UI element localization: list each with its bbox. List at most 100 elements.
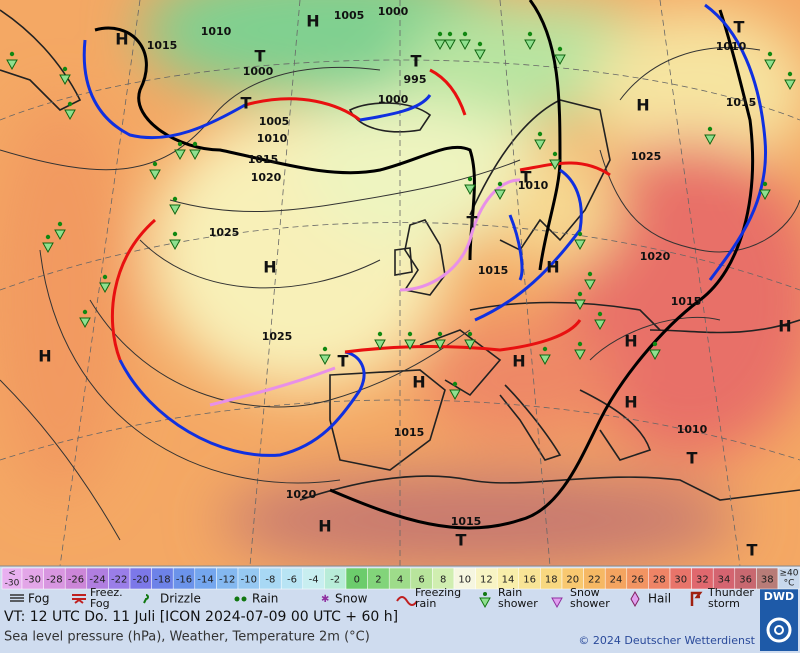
- icon: [479, 597, 491, 609]
- scale-label: -6: [287, 575, 297, 586]
- legend-label: rain: [415, 597, 436, 610]
- legend-label: Freezing: [415, 586, 461, 599]
- scale-label: 32: [696, 575, 709, 586]
- scale-label: 8: [440, 575, 446, 586]
- pressure-label: 1000: [378, 5, 409, 18]
- rain-dot: [587, 271, 593, 277]
- shower-triangle: [459, 39, 471, 51]
- shower-triangle: [464, 184, 476, 196]
- rain-dot: [45, 234, 51, 240]
- rain-dot: [577, 231, 583, 237]
- shower-triangle: [584, 279, 596, 291]
- pressure-label: H: [778, 317, 791, 336]
- pressure-label: 1015: [478, 264, 509, 277]
- rain-dot: [9, 51, 15, 57]
- pressure-label: H: [624, 332, 637, 351]
- shower-triangle: [784, 79, 796, 91]
- logo-text: DWD: [764, 590, 794, 603]
- rain-dot: [552, 151, 558, 157]
- scale-label: -30: [5, 579, 20, 589]
- rain-dot: [172, 231, 178, 237]
- rain-dot: [462, 31, 468, 37]
- rain-dot: [102, 274, 108, 280]
- coastlines: [0, 9, 800, 501]
- rain-dot: [497, 181, 503, 187]
- shower-triangle: [169, 239, 181, 251]
- pressure-label: T: [467, 213, 478, 232]
- pressure-label: 1015: [248, 153, 279, 166]
- pressure-label: T: [521, 168, 532, 187]
- scale-label: 0: [354, 575, 360, 586]
- scale-label: -14: [197, 575, 213, 586]
- scale-label: -12: [219, 575, 235, 586]
- icon: [551, 597, 563, 609]
- shower-triangle: [42, 242, 54, 254]
- rain-dot: [527, 31, 533, 37]
- scale-label: 4: [397, 575, 403, 586]
- scale-label: -20: [133, 575, 149, 586]
- shower-triangle: [64, 109, 76, 121]
- legend-label: Fog: [90, 597, 110, 610]
- pressure-label: 995: [404, 73, 427, 86]
- legend-label: Fog: [28, 592, 49, 606]
- shower-triangle: [149, 169, 161, 181]
- rain-dot: [467, 176, 473, 182]
- pressure-label: 1020: [286, 488, 317, 501]
- scale-label: 34: [718, 575, 731, 586]
- icon: [483, 592, 487, 596]
- rain-dot: [652, 341, 658, 347]
- icon: [690, 591, 703, 606]
- rain-dot: [787, 71, 793, 77]
- pressure-label: 1005: [259, 115, 290, 128]
- shower-triangle: [524, 39, 536, 51]
- shower-triangle: [764, 59, 776, 71]
- pressure-label: H: [512, 352, 525, 371]
- legend-label: shower: [570, 597, 610, 610]
- scale-label: 24: [610, 575, 623, 586]
- shower-triangle: [319, 354, 331, 366]
- map-area: H 1005 1000T10101015H1000995T1000100510101…: [0, 0, 800, 566]
- legend-label: shower: [498, 597, 538, 610]
- pressure-label: 1010: [677, 423, 708, 436]
- legend-item: ✱ Snow: [321, 592, 368, 606]
- pressure-label: H: [318, 517, 331, 536]
- shower-triangle: [574, 349, 586, 361]
- shower-triangle: [704, 134, 716, 146]
- scale-label: 30: [674, 575, 687, 586]
- rain-dot: [377, 331, 383, 337]
- valid-time: VT: 12 UTC Do. 11 Juli [ICON 2024-07-09 …: [4, 609, 398, 625]
- copyright: © 2024 Deutscher Wetterdienst: [578, 634, 755, 647]
- shower-triangle: [434, 339, 446, 351]
- pressure-label: 1025: [262, 330, 293, 343]
- scale-label: 12: [480, 575, 493, 586]
- legend-label: Drizzle: [160, 592, 201, 606]
- rain-dot: [322, 346, 328, 352]
- rain-dot: [437, 31, 443, 37]
- rain-dot: [57, 221, 63, 227]
- rain-dot: [152, 161, 158, 167]
- icon: [241, 596, 247, 602]
- pressure-label: T: [338, 352, 349, 371]
- pressure-label: H: [412, 373, 425, 392]
- legend-label: Rain: [498, 586, 522, 599]
- shower-triangle: [169, 204, 181, 216]
- scale-label: 10: [458, 575, 471, 586]
- icon: ✱: [321, 594, 329, 605]
- isobars-bold: [94, 0, 754, 530]
- legend-item: Rain: [234, 592, 278, 606]
- shower-triangle: [594, 319, 606, 331]
- pressure-label: T: [456, 531, 467, 550]
- scale-label: 14: [502, 575, 515, 586]
- shower-triangle: [59, 74, 71, 86]
- scale-cell: [777, 567, 800, 590]
- scale-label: 38: [761, 575, 774, 586]
- shower-triangle: [79, 317, 91, 329]
- shower-triangle: [759, 189, 771, 201]
- shower-triangle: [649, 349, 661, 361]
- shower-triangle: [449, 389, 461, 401]
- scale-label: 6: [418, 575, 424, 586]
